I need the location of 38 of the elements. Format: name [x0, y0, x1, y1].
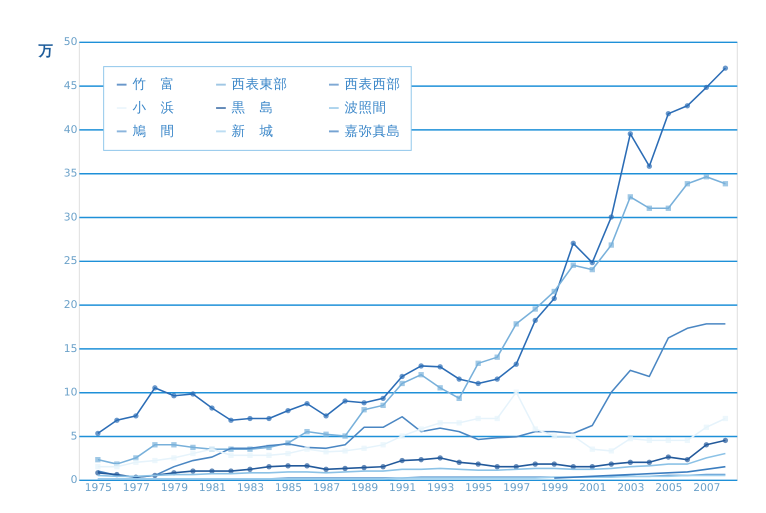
- y-tick-label: 15: [64, 342, 78, 355]
- x-tick-label: 1995: [465, 481, 492, 494]
- x-tick-label: 1979: [160, 481, 188, 494]
- y-tick-label: 35: [64, 166, 78, 180]
- legend-label: 嘉弥真島: [344, 123, 401, 140]
- y-tick-label: 45: [64, 79, 78, 92]
- x-tick-label: 1981: [198, 481, 226, 494]
- x-tick-label: 2007: [693, 481, 720, 494]
- y-axis-title: 万: [38, 42, 54, 60]
- y-tick-label: 0: [70, 473, 78, 486]
- legend-label: 鳩 間: [132, 123, 174, 140]
- legend-label: 西表西部: [344, 76, 401, 93]
- x-tick-label: 1997: [503, 481, 530, 494]
- x-tick-label: 1991: [389, 481, 416, 494]
- legend-label: 波照間: [344, 100, 387, 116]
- y-tick-label: 10: [64, 386, 78, 399]
- legend-label: 黒 島: [232, 100, 274, 116]
- y-tick-label: 25: [64, 254, 78, 268]
- x-tick-label: 1983: [236, 481, 264, 494]
- legend-label: 竹 富: [132, 76, 174, 93]
- y-tick-label: 50: [64, 35, 78, 48]
- x-tick-label: 1975: [84, 481, 112, 494]
- x-tick-label: 1977: [122, 481, 150, 494]
- legend-label: 西表東部: [232, 76, 288, 93]
- legend-label: 新 城: [232, 123, 274, 140]
- x-tick-label: 2003: [617, 481, 644, 494]
- x-tick-label: 1993: [427, 481, 454, 494]
- x-tick-label: 1985: [274, 481, 302, 494]
- y-tick-label: 20: [64, 298, 78, 312]
- x-tick-label: 1999: [541, 481, 569, 494]
- y-tick-label: 30: [64, 210, 78, 224]
- legend-label: 小 浜: [132, 100, 174, 116]
- x-tick-label: 1987: [312, 481, 340, 494]
- y-tick-label: 40: [64, 122, 78, 136]
- x-tick-label: 2005: [655, 481, 682, 494]
- x-tick-label: 1989: [350, 481, 378, 494]
- x-tick-label: 2001: [579, 481, 606, 494]
- y-tick-label: 5: [70, 429, 78, 442]
